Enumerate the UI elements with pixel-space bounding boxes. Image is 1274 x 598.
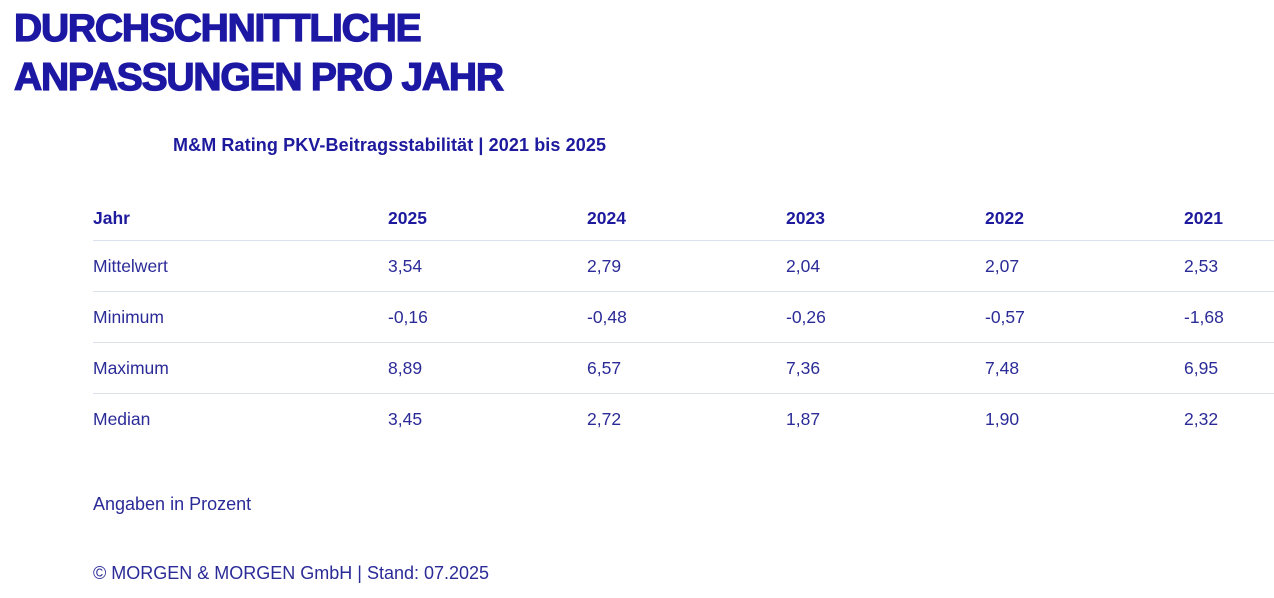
cell-value: 6,95	[1184, 357, 1219, 378]
cell-value: 3,45	[388, 409, 423, 429]
header-2022: 2022	[985, 207, 1024, 228]
header-jahr: Jahr	[93, 207, 130, 228]
cell-value: 1,90	[985, 409, 1020, 429]
cell-value: 1,87	[786, 409, 821, 429]
copyright-line: © MORGEN & MORGEN GmbH | Stand: 07.2025	[93, 563, 490, 583]
header-2025: 2025	[388, 207, 427, 228]
row-label: Minimum	[93, 306, 164, 327]
cell-value: 2,32	[1184, 409, 1219, 429]
page-title: DURCHSCHNITTLICHE ANPASSUNGEN PRO JAHR	[13, 6, 504, 99]
row-label: Maximum	[93, 357, 169, 378]
row-label: Mittelwert	[93, 255, 168, 276]
cell-value: 6,57	[587, 357, 622, 378]
cell-value: -0,48	[587, 306, 627, 327]
cell-value: -0,16	[388, 306, 428, 327]
table-row-mittelwert: Mittelwert 3,54 2,79 2,04 2,07 2,53	[93, 241, 1274, 292]
unit-note: Angaben in Prozent	[93, 494, 252, 514]
table-row-maximum: Maximum 8,89 6,57 7,36 7,48 6,95	[93, 343, 1274, 394]
cell-value: 2,04	[786, 255, 821, 276]
cell-value: 2,79	[587, 255, 622, 276]
cell-value: 7,48	[985, 357, 1020, 378]
cell-value: 3,54	[388, 255, 423, 276]
header-2024: 2024	[587, 207, 626, 228]
table-header-row: Jahr 2025 2024 2023 2022 2021	[93, 196, 1274, 241]
cell-value: 7,36	[786, 357, 821, 378]
cell-value: 8,89	[388, 357, 423, 378]
adjustments-table: Jahr 2025 2024 2023 2022 2021 Mittelwert…	[93, 196, 1274, 445]
cell-value: -0,26	[786, 306, 826, 327]
header-2021: 2021	[1184, 207, 1223, 228]
row-label: Median	[93, 409, 151, 429]
cell-value: -1,68	[1184, 306, 1224, 327]
cell-value: 2,72	[587, 409, 622, 429]
header-2023: 2023	[786, 207, 825, 228]
table-row-median: Median 3,45 2,72 1,87 1,90 2,32	[93, 394, 1274, 445]
page-subtitle: M&M Rating PKV-Beitragsstabilität | 2021…	[173, 135, 607, 155]
table-row-minimum: Minimum -0,16 -0,48 -0,26 -0,57 -1,68	[93, 292, 1274, 343]
cell-value: 2,53	[1184, 255, 1219, 276]
cell-value: 2,07	[985, 255, 1020, 276]
cell-value: -0,57	[985, 306, 1025, 327]
